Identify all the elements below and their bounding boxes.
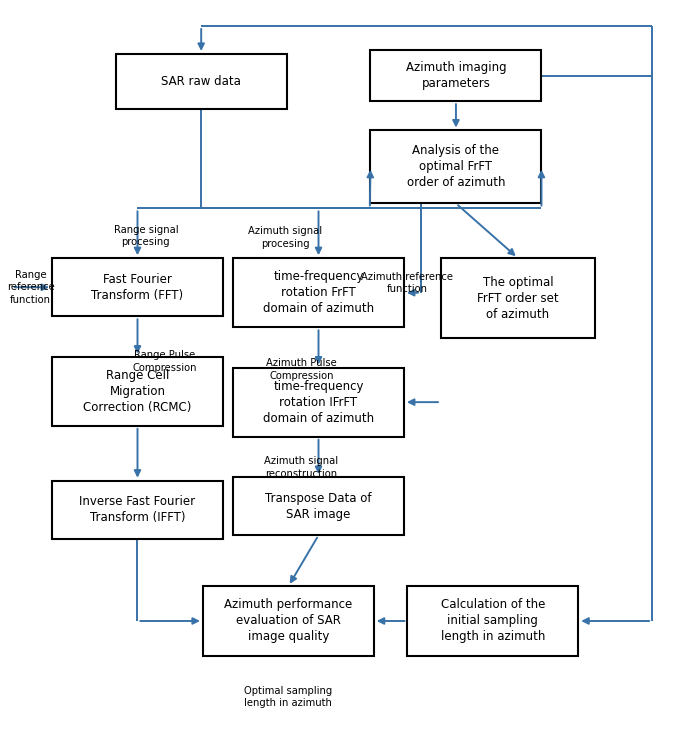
Text: SAR raw data: SAR raw data: [161, 75, 241, 87]
Text: The optimal
FrFT order set
of azimuth: The optimal FrFT order set of azimuth: [477, 276, 559, 320]
Text: Calculation of the
initial sampling
length in azimuth: Calculation of the initial sampling leng…: [440, 598, 545, 643]
FancyBboxPatch shape: [408, 587, 578, 656]
Text: Fast Fourier
Transform (FFT): Fast Fourier Transform (FFT): [91, 273, 184, 302]
FancyBboxPatch shape: [371, 50, 541, 101]
Text: Range Pulse
Compression: Range Pulse Compression: [132, 351, 197, 373]
FancyBboxPatch shape: [52, 481, 223, 539]
Text: Optimal sampling
length in azimuth: Optimal sampling length in azimuth: [244, 686, 332, 709]
Text: Transpose Data of
SAR image: Transpose Data of SAR image: [265, 492, 372, 520]
FancyBboxPatch shape: [233, 368, 404, 437]
Text: Azimuth performance
evaluation of SAR
image quality: Azimuth performance evaluation of SAR im…: [224, 598, 353, 643]
Text: Analysis of the
optimal FrFT
order of azimuth: Analysis of the optimal FrFT order of az…: [407, 144, 506, 190]
Text: time-frequency
rotation IFrFT
domain of azimuth: time-frequency rotation IFrFT domain of …: [263, 380, 374, 425]
FancyBboxPatch shape: [233, 258, 404, 327]
FancyBboxPatch shape: [203, 587, 374, 656]
Text: Range
reference
function: Range reference function: [7, 270, 54, 305]
Text: Azimuth signal
reconstruction: Azimuth signal reconstruction: [264, 456, 338, 478]
FancyBboxPatch shape: [441, 258, 595, 338]
FancyBboxPatch shape: [52, 258, 223, 317]
FancyBboxPatch shape: [116, 54, 286, 109]
Text: Azimuth imaging
parameters: Azimuth imaging parameters: [406, 61, 506, 90]
FancyBboxPatch shape: [52, 356, 223, 426]
FancyBboxPatch shape: [371, 130, 541, 204]
Text: Azimuth reference
function: Azimuth reference function: [362, 272, 453, 294]
Text: Inverse Fast Fourier
Transform (IFFT): Inverse Fast Fourier Transform (IFFT): [79, 495, 195, 524]
Text: Range Cell
Migration
Correction (RCMC): Range Cell Migration Correction (RCMC): [84, 369, 192, 414]
Text: Range signal
procesing: Range signal procesing: [114, 225, 178, 248]
Text: Azimuth Pulse
Compression: Azimuth Pulse Compression: [266, 359, 337, 381]
Text: Azimuth signal
procesing: Azimuth signal procesing: [248, 226, 323, 249]
FancyBboxPatch shape: [233, 477, 404, 535]
Text: time-frequency
rotation FrFT
domain of azimuth: time-frequency rotation FrFT domain of a…: [263, 270, 374, 315]
